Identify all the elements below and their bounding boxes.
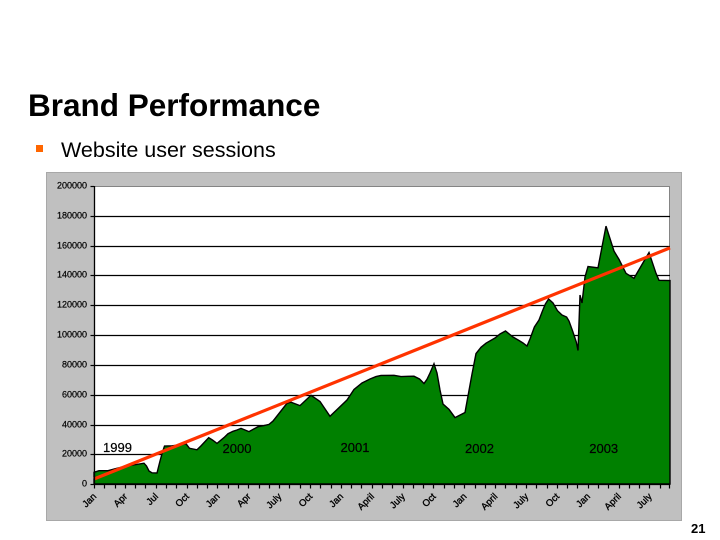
svg-text:0: 0 [82, 478, 87, 488]
svg-text:1999: 1999 [103, 440, 132, 455]
svg-text:40000: 40000 [62, 419, 87, 429]
svg-text:2002: 2002 [465, 441, 494, 456]
svg-text:60000: 60000 [62, 389, 87, 399]
svg-text:180000: 180000 [57, 210, 87, 220]
svg-text:200000: 200000 [57, 180, 87, 190]
svg-text:80000: 80000 [62, 359, 87, 369]
svg-text:20000: 20000 [62, 448, 87, 458]
svg-text:2001: 2001 [341, 440, 370, 455]
svg-text:2003: 2003 [589, 441, 618, 456]
svg-text:140000: 140000 [57, 269, 87, 279]
svg-text:120000: 120000 [57, 299, 87, 309]
svg-text:160000: 160000 [57, 240, 87, 250]
svg-text:2000: 2000 [223, 441, 252, 456]
svg-text:100000: 100000 [57, 329, 87, 339]
